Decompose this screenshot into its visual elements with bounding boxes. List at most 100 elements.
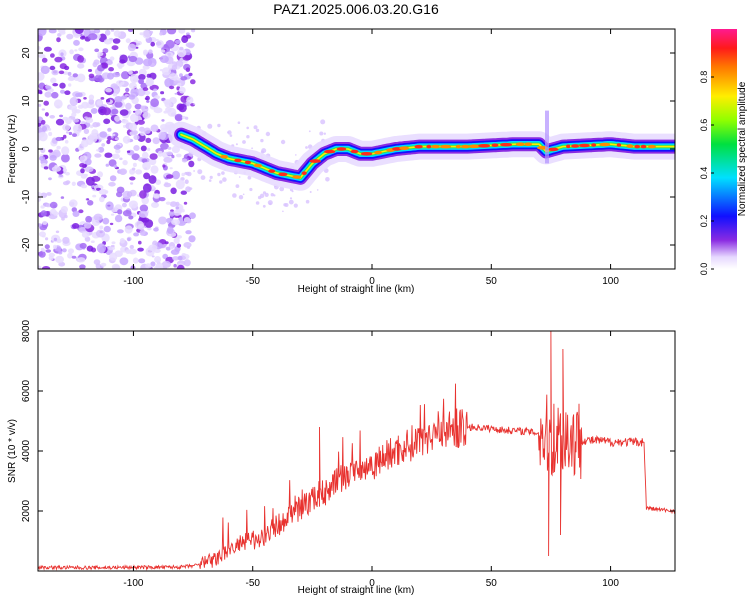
noise-blob [255, 128, 260, 133]
noise-blob [155, 262, 163, 269]
noise-blob [140, 145, 147, 152]
noise-blob [144, 219, 154, 228]
noise-blob [145, 137, 152, 143]
noise-blob [55, 118, 65, 126]
noise-blob [162, 164, 166, 168]
noise-blob [106, 99, 111, 103]
noise-blob [221, 171, 225, 175]
ridge-hotspot [566, 144, 571, 149]
noise-blob [227, 130, 232, 135]
colorbar-tick-label: 0.0 [699, 263, 709, 276]
noise-blob [166, 174, 174, 179]
ridge-hotspot [648, 144, 656, 149]
noise-blob [227, 131, 229, 134]
noise-blob [83, 97, 87, 100]
noise-blob [142, 87, 149, 91]
ridge-hotspot [399, 146, 410, 150]
noise-blob [238, 195, 244, 200]
noise-blob [99, 131, 108, 138]
noise-blob [72, 118, 80, 123]
noise-blob [125, 87, 130, 93]
noise-blob [251, 147, 254, 150]
noise-blob [119, 54, 128, 64]
noise-blob [93, 259, 101, 265]
noise-blob [222, 177, 227, 182]
noise-blob [185, 171, 190, 176]
noise-blob [51, 91, 59, 99]
noise-blob [142, 161, 151, 171]
noise-blob [175, 206, 180, 210]
noise-blob [91, 220, 100, 226]
noise-blob [185, 67, 191, 72]
noise-blob [148, 175, 157, 184]
noise-blob [75, 93, 80, 97]
noise-blob [133, 145, 140, 151]
noise-blob [189, 212, 196, 219]
ridge-hotspot [244, 160, 251, 165]
noise-blob [269, 202, 272, 206]
noise-blob [143, 127, 151, 134]
y-tick-label: 0 [21, 146, 32, 152]
noise-blob [105, 163, 110, 167]
noise-blob [235, 143, 238, 146]
noise-blob [115, 149, 121, 154]
noise-blob [172, 170, 180, 180]
y-tick-label: 2000 [21, 499, 32, 522]
noise-blob [102, 217, 110, 225]
noise-blob [179, 73, 183, 78]
noise-blob [166, 226, 174, 234]
colorbar-tick-label: 0.4 [699, 167, 709, 180]
noise-blob [53, 99, 63, 109]
noise-blob [51, 166, 62, 172]
ridge-hotspot [301, 171, 307, 175]
colorbar: 0.0 0.2 0.4 0.6 0.8 Normalized spectral ampl… [699, 29, 748, 275]
noise-blob [128, 55, 138, 63]
noise-blob [108, 67, 114, 72]
noise-blob [102, 48, 109, 54]
noise-blob [49, 201, 58, 209]
x-tick-label: 100 [602, 276, 619, 287]
noise-blob [153, 107, 163, 114]
noise-blob [65, 117, 72, 125]
ridge-hotspot [468, 144, 480, 149]
noise-blob [142, 151, 149, 159]
noise-blob [113, 164, 118, 168]
noise-blob [106, 139, 111, 145]
y-tick-label: -20 [21, 237, 32, 252]
noise-blob [178, 103, 187, 113]
noise-blob [66, 33, 74, 40]
noise-blob [122, 135, 131, 144]
noise-blob [63, 214, 68, 219]
noise-blob [128, 70, 133, 75]
noise-blob [187, 42, 195, 49]
ridge-hotspot [515, 142, 525, 146]
noise-blob [89, 124, 94, 129]
noise-blob [164, 101, 172, 108]
noise-blob [88, 132, 98, 143]
noise-blob [48, 177, 52, 181]
noise-blob [279, 186, 285, 192]
noise-blob [129, 189, 137, 197]
noise-blob [316, 189, 319, 191]
noise-blob [158, 132, 166, 140]
noise-blob [59, 114, 64, 118]
x-tick-label: 0 [369, 578, 375, 589]
noise-blob [138, 78, 145, 84]
noise-blob [95, 229, 106, 238]
noise-blob [161, 260, 171, 268]
noise-blob [197, 169, 203, 175]
noise-blob [133, 134, 140, 140]
noise-blob [181, 172, 185, 177]
noise-blob [48, 255, 54, 261]
noise-blob [84, 166, 94, 173]
noise-blob [130, 182, 134, 185]
noise-blob [39, 91, 43, 95]
noise-blob [49, 65, 56, 71]
noise-blob [172, 256, 180, 261]
noise-blob [117, 209, 123, 215]
noise-blob [183, 242, 192, 248]
noise-blob [138, 210, 149, 218]
noise-blob [122, 210, 132, 217]
noise-blob [142, 112, 151, 119]
